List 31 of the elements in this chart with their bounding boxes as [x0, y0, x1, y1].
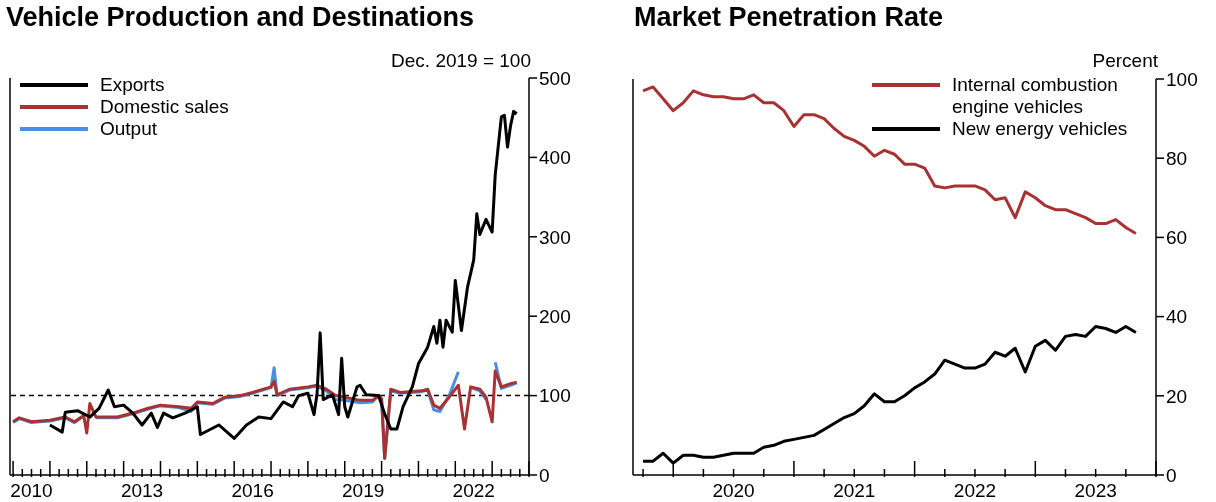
x-tick-label: 2022: [953, 480, 997, 501]
legend-label: New energy vehicles: [952, 118, 1128, 140]
y-tick-label: 300: [539, 226, 571, 248]
x-tick-label: 2021: [833, 480, 876, 501]
legend-label: Internal combustion engine vehicles: [952, 74, 1119, 118]
y-axis-title: Dec. 2019 = 100: [391, 50, 531, 72]
y-tick-label: 100: [539, 385, 571, 407]
line-series: [11, 369, 519, 460]
y-tick-label: 20: [1166, 385, 1188, 407]
x-tick-label: 2010: [10, 480, 53, 501]
x-tick-label: 2016: [231, 480, 274, 501]
y-tick-label: 100: [1166, 68, 1198, 90]
y-tick-label: 400: [539, 147, 571, 169]
y-axis-title: Percent: [1092, 50, 1158, 72]
x-tick-label: 2013: [120, 480, 164, 501]
x-tick-label: 2023: [1074, 480, 1117, 501]
y-tick-label: 200: [539, 305, 571, 327]
y-tick-label: 80: [1166, 147, 1188, 169]
x-tick-label: 2020: [712, 480, 755, 501]
legend-label: Exports: [100, 74, 165, 96]
legend-label: Output: [100, 118, 158, 140]
chart-title: Market Penetration Rate: [634, 2, 944, 33]
x-tick-label: 2019: [342, 480, 385, 501]
legend-label: Domestic sales: [100, 96, 229, 118]
y-tick-label: 40: [1166, 306, 1188, 328]
x-tick-label: 2022: [452, 480, 495, 501]
chart-title: Vehicle Production and Destinations: [6, 2, 475, 33]
y-tick-label: 0: [1166, 464, 1177, 486]
y-tick-label: 500: [539, 67, 571, 89]
y-tick-label: 60: [1166, 227, 1188, 249]
y-tick-label: 0: [539, 464, 550, 486]
